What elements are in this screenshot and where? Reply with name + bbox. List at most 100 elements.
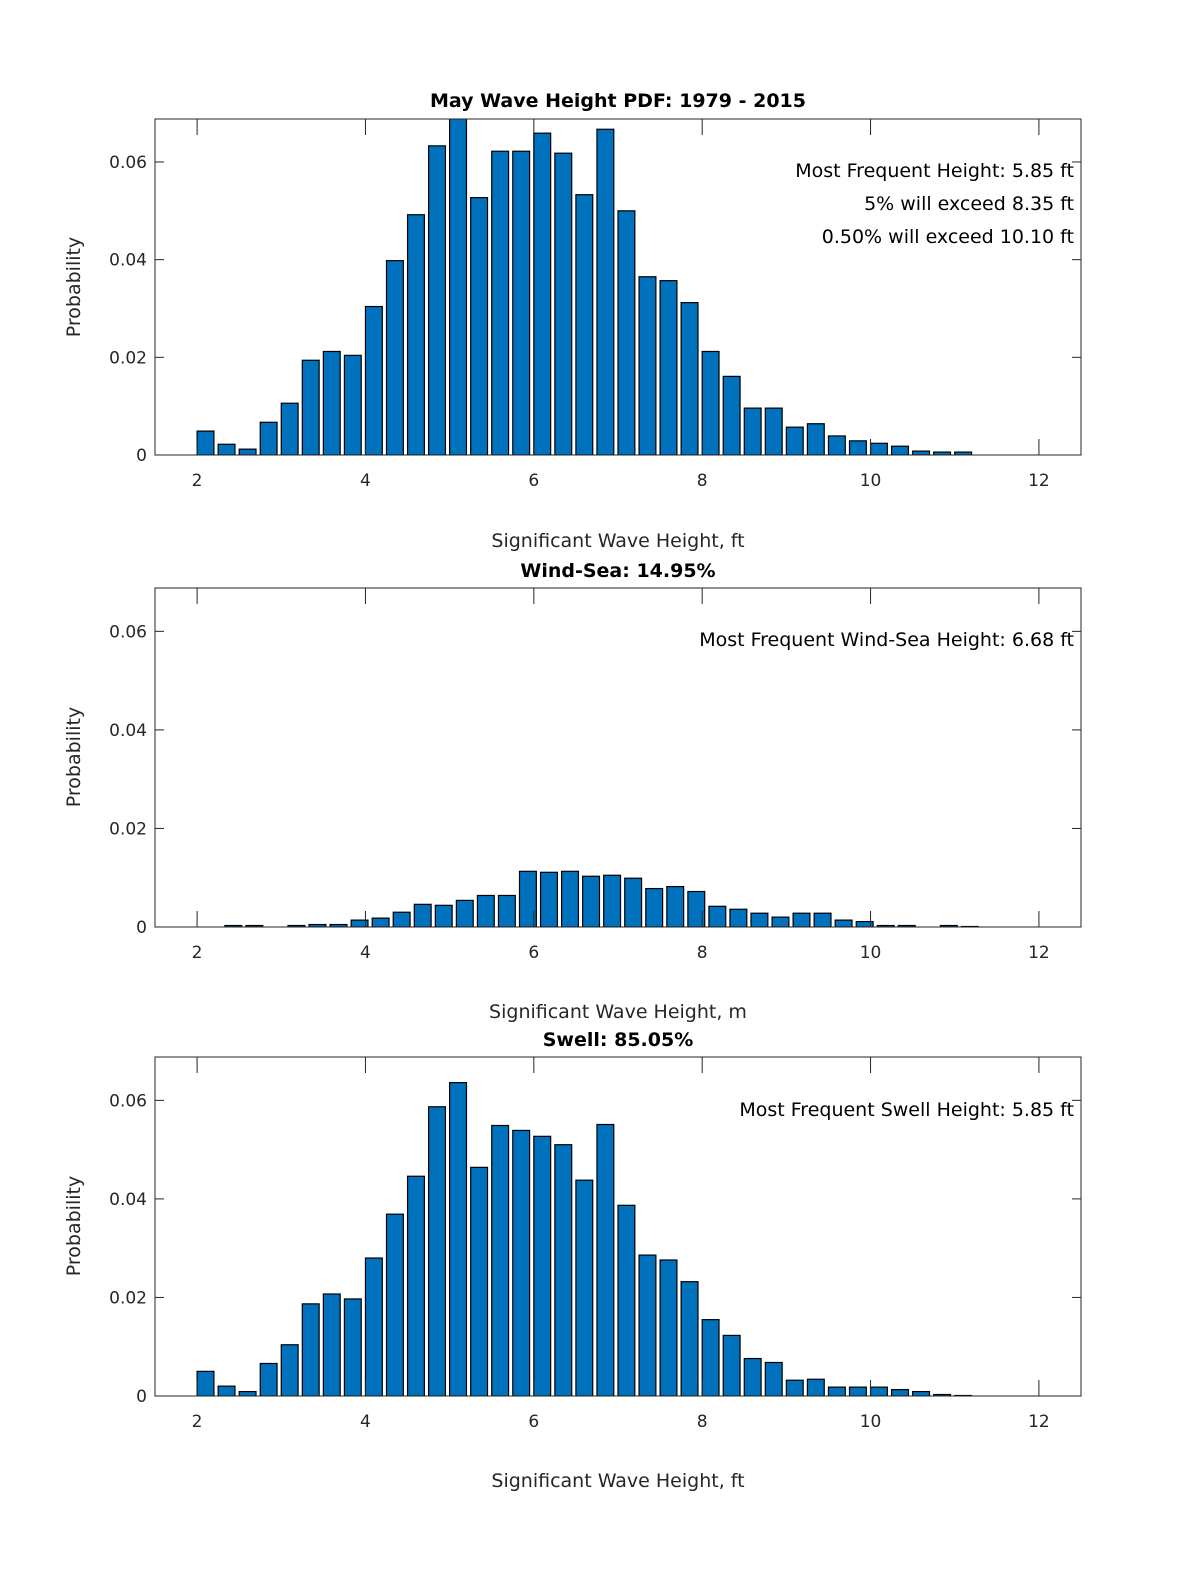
axes: 2 4 6 8 10 12 0 0.02 0.04 0.06 <box>109 1056 1082 1432</box>
bar <box>701 1319 720 1396</box>
axes-box <box>154 587 1082 928</box>
bar <box>385 1213 404 1396</box>
annotation-most-frequent: Most Frequent Swell Height: 5.85 ft <box>739 1099 1074 1121</box>
bar <box>301 359 320 455</box>
x-tick-label: 2 <box>192 471 203 491</box>
bar <box>406 1175 425 1396</box>
x-axis-label: Significant Wave Height, ft <box>491 1470 744 1492</box>
bar <box>596 1123 615 1396</box>
bar <box>364 1257 383 1396</box>
bar <box>638 1254 657 1396</box>
bar <box>680 302 699 455</box>
x-axis-label: Significant Wave Height, m <box>489 1001 747 1023</box>
bar <box>385 260 404 455</box>
bar-series <box>196 119 973 455</box>
bar <box>912 450 931 455</box>
x-tick-label: 6 <box>528 471 539 491</box>
axes: 2 4 6 8 10 12 0 0.02 0.04 0.06 <box>109 118 1082 491</box>
y-tick-label: 0.04 <box>109 1190 147 1210</box>
bar <box>301 1303 320 1396</box>
bar <box>476 894 495 927</box>
y-tick-label: 0.02 <box>109 819 147 839</box>
x-tick-label: 6 <box>528 943 539 963</box>
x-tick-label: 10 <box>860 943 882 963</box>
bar <box>371 917 390 927</box>
x-tick-label: 12 <box>1028 471 1050 491</box>
bar <box>449 1082 468 1396</box>
bar <box>933 1393 952 1396</box>
bar <box>533 1135 552 1396</box>
bar <box>659 1259 678 1396</box>
y-tick-label: 0.06 <box>109 622 147 642</box>
bar <box>427 1106 447 1396</box>
bar <box>750 912 769 927</box>
bar <box>890 445 910 455</box>
bar <box>406 214 425 455</box>
bar <box>533 132 552 455</box>
chart-title: May Wave Height PDF: 1979 - 2015 <box>430 90 806 112</box>
y-axis-label: Probability <box>63 707 85 807</box>
y-tick-label: 0.02 <box>109 348 147 368</box>
x-tick-label: 4 <box>360 471 371 491</box>
y-tick-label: 0.04 <box>109 721 147 741</box>
bar <box>827 1386 846 1396</box>
panel-swell: Swell: 85.05% 2 4 6 8 10 12 0 0.02 0.04 0.06 Sign… <box>63 1029 1082 1492</box>
bar <box>596 128 615 455</box>
y-tick-label: 0 <box>136 1387 147 1407</box>
panel-wind-sea: Wind-Sea: 14.95% 2 4 6 8 10 12 0 0.02 0.04 0.06 S… <box>63 560 1082 1023</box>
bar <box>890 1388 910 1396</box>
x-tick-label: 4 <box>360 1412 371 1432</box>
bar <box>582 875 601 927</box>
bar <box>701 350 720 455</box>
bar <box>238 448 257 455</box>
annotation-5pct-exceed: 5% will exceed 8.35 ft <box>864 193 1074 215</box>
annotation-most-frequent: Most Frequent Height: 5.85 ft <box>795 160 1074 182</box>
bar <box>806 423 825 455</box>
bar <box>722 375 741 455</box>
bar <box>343 1298 362 1396</box>
x-tick-label: 2 <box>192 943 203 963</box>
axes-box <box>154 118 1082 456</box>
bar <box>350 919 369 927</box>
bar <box>785 1379 804 1396</box>
bar <box>434 904 453 927</box>
bar <box>427 145 447 455</box>
x-tick-label: 8 <box>697 943 708 963</box>
bar <box>912 1390 931 1396</box>
bar <box>659 280 678 455</box>
bar <box>813 912 832 927</box>
bar <box>280 402 299 455</box>
x-tick-label: 12 <box>1028 943 1050 963</box>
y-tick-label: 0.04 <box>109 251 147 271</box>
x-tick-label: 4 <box>360 943 371 963</box>
bar <box>343 354 362 455</box>
y-tick-label: 0.06 <box>109 153 147 173</box>
bar <box>575 1179 594 1396</box>
bar <box>470 197 489 455</box>
panel-overall: May Wave Height PDF: 1979 - 2015 2 4 6 8 10 1… <box>63 90 1082 552</box>
bar <box>322 350 341 455</box>
axes-box <box>154 1056 1082 1397</box>
y-tick-label: 0 <box>136 918 147 938</box>
bar <box>855 920 874 927</box>
bar <box>848 1386 867 1396</box>
bar <box>603 874 622 927</box>
bar <box>743 407 762 455</box>
bar <box>869 1386 888 1396</box>
bar <box>238 1390 257 1396</box>
y-tick-label: 0.06 <box>109 1091 147 1111</box>
bar-series <box>224 870 979 927</box>
bar <box>470 1166 489 1396</box>
bar <box>392 911 411 927</box>
bar <box>217 1385 236 1396</box>
bar <box>449 119 468 455</box>
bar <box>617 210 636 455</box>
bar <box>666 885 685 927</box>
axes: 2 4 6 8 10 12 0 0.02 0.04 0.06 <box>109 587 1082 963</box>
x-tick-label: 2 <box>192 1412 203 1432</box>
bar <box>743 1357 762 1396</box>
bar <box>259 421 278 455</box>
bar <box>455 899 474 927</box>
bar <box>196 1370 215 1396</box>
